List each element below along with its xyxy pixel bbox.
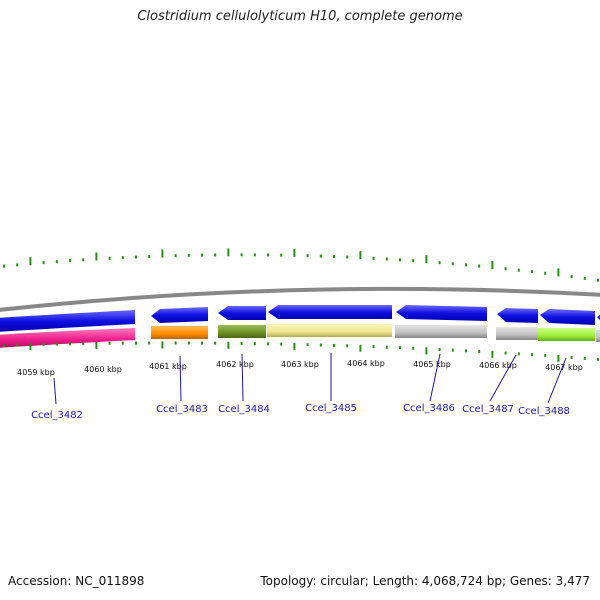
gene-ccel-3484-arrow[interactable] xyxy=(218,306,266,320)
gene-ccel-3483-arrow[interactable] xyxy=(151,307,208,323)
forward-strand-track xyxy=(0,305,600,332)
feature-grey-block xyxy=(395,325,487,338)
kbp-scale-labels: 4059 kbp 4060 kbp 4061 kbp 4062 kbp 4063… xyxy=(17,359,583,377)
feature-pink-block xyxy=(0,328,135,348)
map-title: Clostridium cellulolyticum H10, complete… xyxy=(137,9,463,24)
gene-label-ccel-3486[interactable]: Ccel_3486 xyxy=(403,403,455,414)
gene-label-ccel-3483[interactable]: Ccel_3483 xyxy=(156,404,208,415)
gene-labels: Ccel_3482 Ccel_3483 Ccel_3484 Ccel_3485 … xyxy=(31,403,570,421)
gene-label-ccel-3484[interactable]: Ccel_3484 xyxy=(218,404,270,415)
gene-label-ccel-3485[interactable]: Ccel_3485 xyxy=(305,403,357,414)
genome-backbone xyxy=(0,286,600,312)
feature-orange-block xyxy=(151,326,208,339)
feature-type-track xyxy=(0,324,600,348)
kbp-label: 4064 kbp xyxy=(347,359,385,368)
gene-label-ccel-3482[interactable]: Ccel_3482 xyxy=(31,410,83,421)
accession-text: Accession: NC_011898 xyxy=(8,574,145,588)
kbp-label: 4065 kbp xyxy=(413,360,451,369)
kbp-label: 4063 kbp xyxy=(281,360,319,369)
kbp-label: 4061 kbp xyxy=(149,362,187,371)
feature-lime-block xyxy=(538,328,595,341)
gene-next-arrow[interactable] xyxy=(597,312,600,324)
feature-olive-block xyxy=(218,325,266,338)
kbp-label: 4062 kbp xyxy=(216,360,254,369)
gene-label-ccel-3488[interactable]: Ccel_3488 xyxy=(518,406,570,417)
gene-ccel-3487-arrow[interactable] xyxy=(497,308,538,323)
gene-ccel-3488-arrow[interactable] xyxy=(540,309,595,325)
genome-summary-text: Topology: circular; Length: 4,068,724 bp… xyxy=(260,574,590,588)
feature-grey-edge xyxy=(596,330,600,342)
kbp-label: 4060 kbp xyxy=(84,365,122,374)
gene-ccel-3485-arrow[interactable] xyxy=(268,305,392,319)
kbp-label: 4066 kbp xyxy=(479,361,517,370)
feature-khaki-block xyxy=(267,324,392,337)
gene-label-ccel-3487[interactable]: Ccel_3487 xyxy=(462,404,514,415)
feature-grey-block-2 xyxy=(496,327,538,340)
kbp-label: 4059 kbp xyxy=(17,368,55,377)
gene-leader-lines xyxy=(53,353,567,405)
kbp-label: 4067 kbp xyxy=(545,363,583,372)
gene-ccel-3486-arrow[interactable] xyxy=(396,305,487,321)
scale-ticks xyxy=(3,341,599,362)
gc-content-ticks xyxy=(3,248,599,282)
gene-ccel-3482-arrow[interactable] xyxy=(0,310,135,332)
